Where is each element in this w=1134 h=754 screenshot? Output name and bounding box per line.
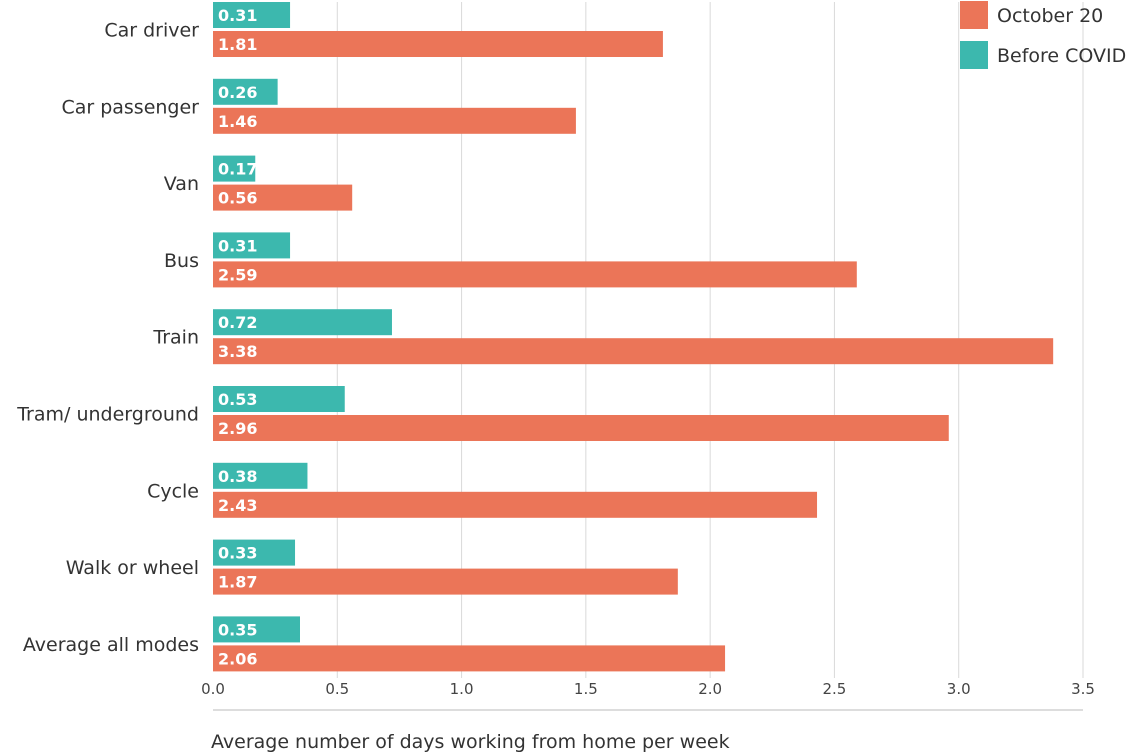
bar-value-label: 0.38 [218,467,257,486]
category-label: Train [152,327,199,349]
bar-value-label: 0.33 [218,544,257,563]
category-label: Tram/ underground [16,404,199,426]
category-labels: Car driver Car passenger Van Bus Train Tram/ … [16,20,199,656]
bar-october-20 [213,184,353,211]
bar-value-label: 2.96 [218,419,257,438]
bar-value-label: 0.31 [218,6,257,25]
bar-before-covid [213,232,291,259]
x-tick-label: 2.5 [822,680,846,698]
category-label: Walk or wheel [66,557,199,579]
x-tick-label: 2.0 [698,680,722,698]
bar-value-label: 0.72 [218,313,257,332]
bar-before-covid [213,2,291,28]
bar-october-20 [213,415,949,441]
category-label: Bus [164,250,199,272]
bar-before-covid [213,309,392,336]
bar-value-label: 2.43 [218,496,257,515]
bar-before-covid [213,155,256,182]
bar-before-covid [213,78,278,105]
x-tick-label: 3.0 [947,680,971,698]
category-label: Car passenger [61,96,199,118]
bar-value-label: 1.81 [218,35,257,54]
category-label: Cycle [147,480,199,502]
bar-october-20 [213,338,1054,365]
legend-label: October 20 [997,5,1103,27]
bar-value-label: 0.53 [218,390,257,409]
bar-before-covid [213,539,296,566]
bar-value-label: 0.31 [218,236,257,255]
category-label: Van [164,173,199,195]
bar-value-label: 0.26 [218,83,257,102]
category-label: Average all modes [23,634,199,656]
bar-october-20 [213,491,818,518]
legend: October 20 Before COVID [960,1,1126,69]
x-tick-label: 3.5 [1071,680,1095,698]
x-tick-label: 0.0 [201,680,225,698]
bar-before-covid [213,462,308,489]
bar-value-label: 2.59 [218,265,257,284]
category-label: Car driver [104,20,199,42]
x-tick-labels: 0.0 0.5 1.0 1.5 2.0 2.5 3.0 3.5 [201,680,1095,698]
bar-october-20 [213,107,576,134]
legend-swatch [960,41,988,69]
x-tick-label: 0.5 [325,680,349,698]
bar-october-20 [213,645,726,672]
bar-value-label: 0.35 [218,620,257,639]
x-tick-label: 1.0 [450,680,474,698]
bar-value-label: 3.38 [218,342,257,361]
bar-before-covid [213,616,300,643]
x-axis-title: Average number of days working from home… [211,731,730,753]
bars: 0.31 1.81 0.26 1.46 0.17 0.56 0.31 2.59 0.72 3.38… [213,2,1054,672]
legend-swatch [960,1,988,29]
bar-value-label: 0.56 [218,189,257,208]
bar-value-label: 1.87 [218,573,257,592]
bar-october-20 [213,568,678,595]
bar-october-20 [213,31,663,57]
bar-october-20 [213,261,857,288]
bar-value-label: 0.17 [218,160,257,179]
bar-value-label: 2.06 [218,649,257,668]
legend-label: Before COVID [997,45,1126,67]
x-tick-label: 1.5 [574,680,598,698]
bar-value-label: 1.46 [218,112,257,131]
bar-before-covid [213,386,345,412]
